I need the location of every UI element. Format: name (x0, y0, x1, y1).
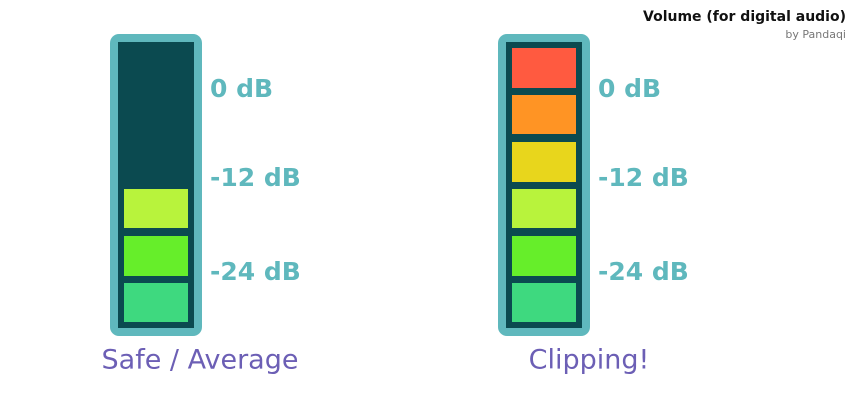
meter-label: Safe / Average (102, 345, 299, 376)
segment (512, 236, 576, 276)
segment (512, 142, 576, 182)
db-label: -24 dB (598, 257, 689, 286)
segment (512, 48, 576, 88)
db-label: 0 dB (598, 74, 661, 103)
segment (512, 189, 576, 228)
segment (124, 236, 188, 276)
segment (512, 95, 576, 134)
meter-body (506, 42, 582, 328)
db-label: -24 dB (210, 257, 301, 286)
title: Volume (for digital audio) (643, 9, 846, 25)
segment (124, 189, 188, 228)
meter-label: Clipping! (529, 345, 650, 376)
meter: 0 dB -12 dB -24 dB Clipping! (498, 34, 689, 376)
byline: by Pandaqi (785, 28, 846, 41)
db-label: -12 dB (210, 163, 301, 192)
meter: 0 dB -12 dB -24 dB Safe / Average (102, 34, 301, 376)
db-label: -12 dB (598, 163, 689, 192)
db-label: 0 dB (210, 74, 273, 103)
meter-body (118, 42, 194, 328)
segment (124, 283, 188, 322)
segment (512, 283, 576, 322)
